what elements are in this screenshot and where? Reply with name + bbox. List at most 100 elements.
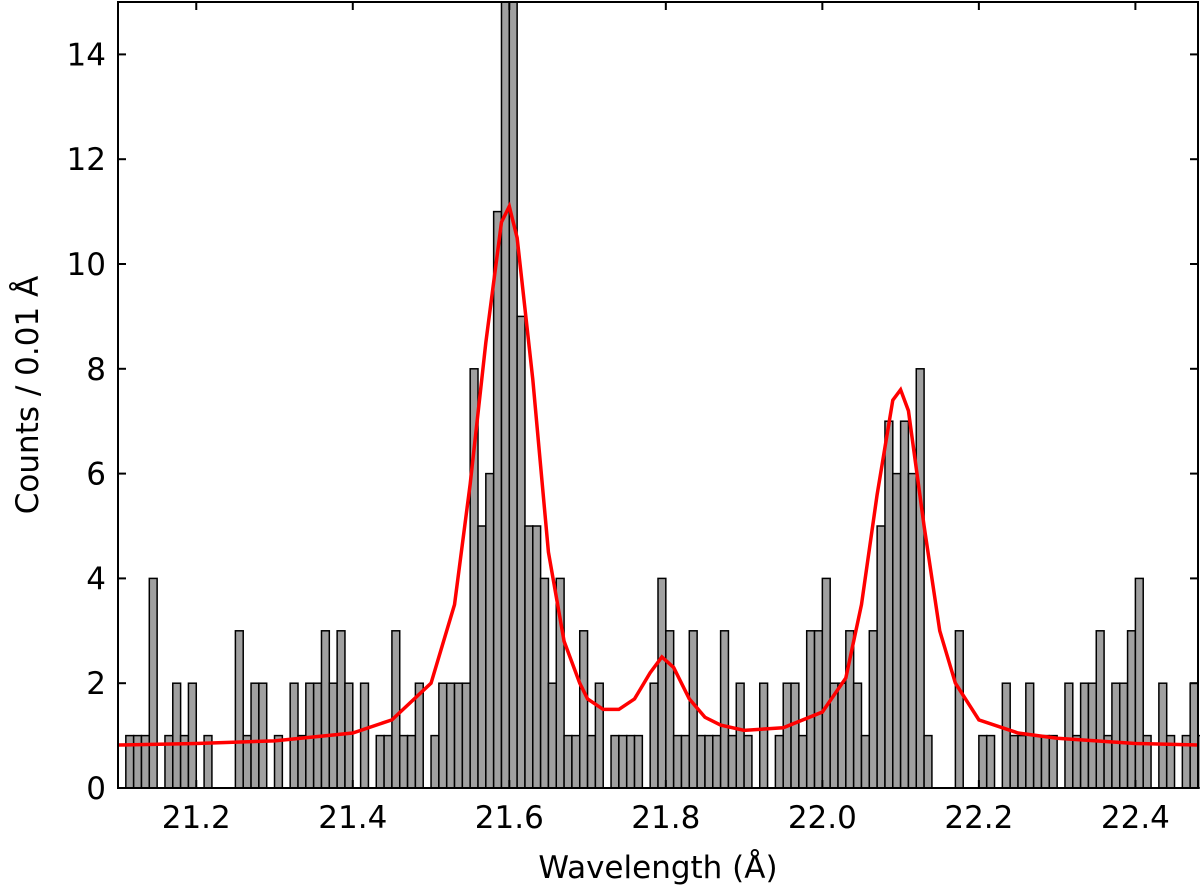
histogram-bar	[649, 682, 659, 789]
histogram-bar	[383, 734, 393, 789]
histogram-bar	[1111, 682, 1121, 789]
histogram-bar	[813, 630, 824, 789]
histogram-bar	[1095, 630, 1105, 789]
histogram-bar	[1118, 682, 1129, 789]
histogram-bar	[586, 734, 597, 789]
x-axis-label: Wavelength (Å)	[538, 850, 777, 886]
y-tick-label: 8	[86, 352, 106, 388]
histogram-bar	[524, 525, 534, 789]
histogram-bars	[125, 1, 1200, 789]
histogram-bar	[1072, 734, 1082, 789]
histogram-bar	[899, 420, 910, 789]
histogram-bar	[273, 734, 284, 789]
histogram-bar	[657, 577, 667, 789]
histogram-bar	[696, 734, 706, 789]
histogram-bar	[563, 734, 573, 789]
histogram-bar	[712, 734, 722, 789]
x-tick-label: 22.4	[1101, 800, 1170, 836]
histogram-bar	[876, 525, 886, 789]
histogram-bar	[532, 525, 542, 789]
histogram-bar	[860, 734, 871, 789]
histogram-bar	[594, 682, 604, 789]
histogram-bar	[391, 630, 401, 789]
histogram-bar	[1017, 734, 1027, 789]
histogram-bar	[1001, 682, 1011, 789]
histogram-bar	[774, 734, 784, 789]
histogram-bar	[821, 577, 831, 789]
histogram-bar	[187, 682, 198, 789]
histogram-bar	[852, 682, 863, 789]
histogram-bar	[1048, 734, 1058, 789]
histogram-bar	[500, 1, 511, 789]
histogram-bar	[1126, 630, 1137, 789]
histogram-bar	[758, 682, 769, 789]
x-tick-label: 21.2	[162, 800, 231, 836]
histogram-bar	[1064, 682, 1074, 789]
y-tick-label: 0	[86, 771, 106, 807]
y-tick-label: 2	[86, 666, 106, 702]
histogram-bar	[727, 734, 738, 789]
histogram-bar	[289, 682, 299, 789]
y-tick-label: 10	[67, 247, 106, 283]
fit-curve-line	[117, 201, 1199, 747]
histogram-bar	[680, 734, 691, 789]
histogram-bar	[672, 734, 683, 789]
y-tick-label: 4	[86, 561, 106, 597]
x-tick-label: 21.6	[475, 800, 544, 836]
x-tick-label: 22.0	[788, 800, 857, 836]
histogram-bar	[782, 682, 792, 789]
y-axis-ticks: 0 2 4 6 8 10 12 14	[67, 37, 1198, 807]
histogram-bar	[923, 734, 933, 789]
histogram-bar	[250, 682, 260, 789]
histogram-bar	[539, 577, 550, 789]
histogram-bar	[398, 734, 409, 789]
y-tick-label: 14	[67, 37, 106, 73]
histogram-bar	[954, 630, 964, 789]
histogram-bar	[790, 682, 800, 789]
histogram-bar	[610, 734, 620, 789]
y-axis-label: Counts / 0.01 Å	[10, 276, 46, 514]
x-tick-label: 22.2	[944, 800, 1013, 836]
histogram-bar	[978, 734, 988, 789]
histogram-bar	[508, 1, 518, 789]
y-tick-label: 6	[86, 457, 106, 493]
histogram-bar	[985, 734, 996, 789]
histogram-bar	[868, 630, 878, 789]
histogram-bar	[234, 630, 244, 789]
histogram-bar	[1134, 577, 1144, 789]
y-tick-label: 12	[67, 142, 106, 178]
histogram-bar	[618, 734, 628, 789]
histogram-bar	[625, 734, 636, 789]
histogram-bar	[406, 734, 417, 789]
histogram-bar	[1009, 734, 1019, 789]
histogram-bar	[445, 682, 456, 789]
histogram-bar	[438, 682, 448, 789]
histogram-bar	[258, 682, 268, 789]
histogram-bar	[907, 472, 918, 789]
histogram-bar	[719, 630, 730, 789]
histogram-bar	[1087, 682, 1098, 789]
histogram-bar	[837, 682, 847, 789]
histogram-bar	[915, 368, 925, 789]
histogram-bar	[571, 734, 581, 789]
histogram-bar	[320, 630, 331, 789]
histogram-bar	[1158, 682, 1168, 789]
histogram-bar	[516, 315, 526, 789]
histogram-bar	[735, 682, 745, 789]
histogram-bar	[892, 472, 902, 789]
histogram-bar	[485, 472, 495, 789]
histogram-bar	[461, 682, 471, 789]
histogram-bar	[477, 525, 487, 789]
x-axis-ticks: 21.2 21.4 21.6 21.8 22.0 22.2 22.4	[162, 2, 1170, 836]
histogram-bar	[884, 420, 894, 789]
histogram-bar	[805, 630, 816, 789]
histogram-bar	[172, 682, 182, 789]
histogram-bar	[336, 630, 346, 789]
histogram-bar	[359, 682, 370, 789]
x-tick-label: 21.4	[318, 800, 387, 836]
histogram-bar	[148, 577, 158, 789]
histogram-bar	[633, 734, 644, 789]
histogram-bar	[547, 682, 558, 789]
histogram-bar	[665, 630, 675, 789]
